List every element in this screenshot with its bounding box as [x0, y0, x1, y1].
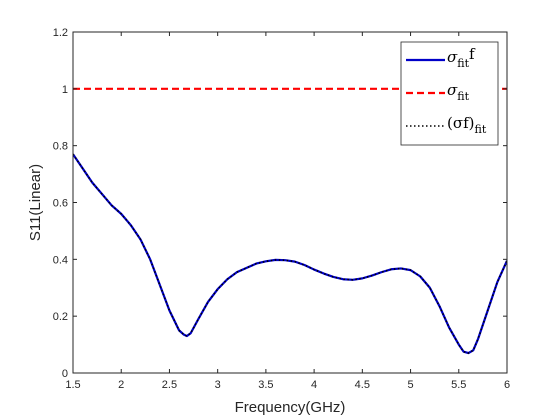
legend-label-subscript: fit — [475, 123, 487, 136]
x-tick-label: 5 — [407, 379, 413, 391]
y-tick-label: 0.4 — [53, 254, 68, 266]
x-tick-label: 3.5 — [258, 379, 273, 391]
x-tick-label: 2 — [118, 379, 124, 391]
x-tick-label: 1.5 — [65, 379, 80, 391]
y-tick-label: 1 — [62, 84, 68, 96]
series-layer — [73, 87, 507, 355]
legend-label-subscript: fit — [457, 90, 469, 103]
legend-label-main: (σf) — [447, 114, 475, 132]
y-tick-label: 0 — [62, 368, 68, 380]
x-tick-label: 4.5 — [355, 379, 370, 391]
x-tick-label: 4 — [311, 379, 317, 391]
y-tick-label: 0.6 — [53, 198, 68, 210]
y-tick-label: 0.2 — [53, 311, 68, 323]
legend-label-subscript: fit — [457, 57, 469, 70]
legend-label-1: σfitf — [447, 45, 476, 70]
x-tick-label: 5.5 — [451, 379, 466, 391]
y-tick-label: 0.8 — [53, 141, 68, 153]
series-line-1 — [73, 153, 507, 355]
x-tick-label: 2.5 — [162, 379, 177, 391]
legend-label-2: σfit — [447, 81, 470, 103]
x-axis-title: Frequency(GHz) — [235, 399, 346, 416]
legend-label-3: (σf)fit — [447, 114, 487, 136]
legend-label-main: σ — [447, 81, 458, 99]
ticks-layer: 1.5 2 2.5 3 3.5 4 4.5 5 5.5 6 0 0.2 0.4 0.6 0.8 1 1.2 — [53, 27, 510, 391]
x-tick-label: 6 — [504, 379, 510, 391]
legend-label-main: σ — [447, 48, 458, 66]
x-tick-label: 3 — [215, 379, 221, 391]
legend-label-suffix: f — [469, 45, 476, 63]
y-tick-label: 1.2 — [53, 27, 68, 39]
y-axis-title: S11(Linear) — [27, 164, 44, 241]
